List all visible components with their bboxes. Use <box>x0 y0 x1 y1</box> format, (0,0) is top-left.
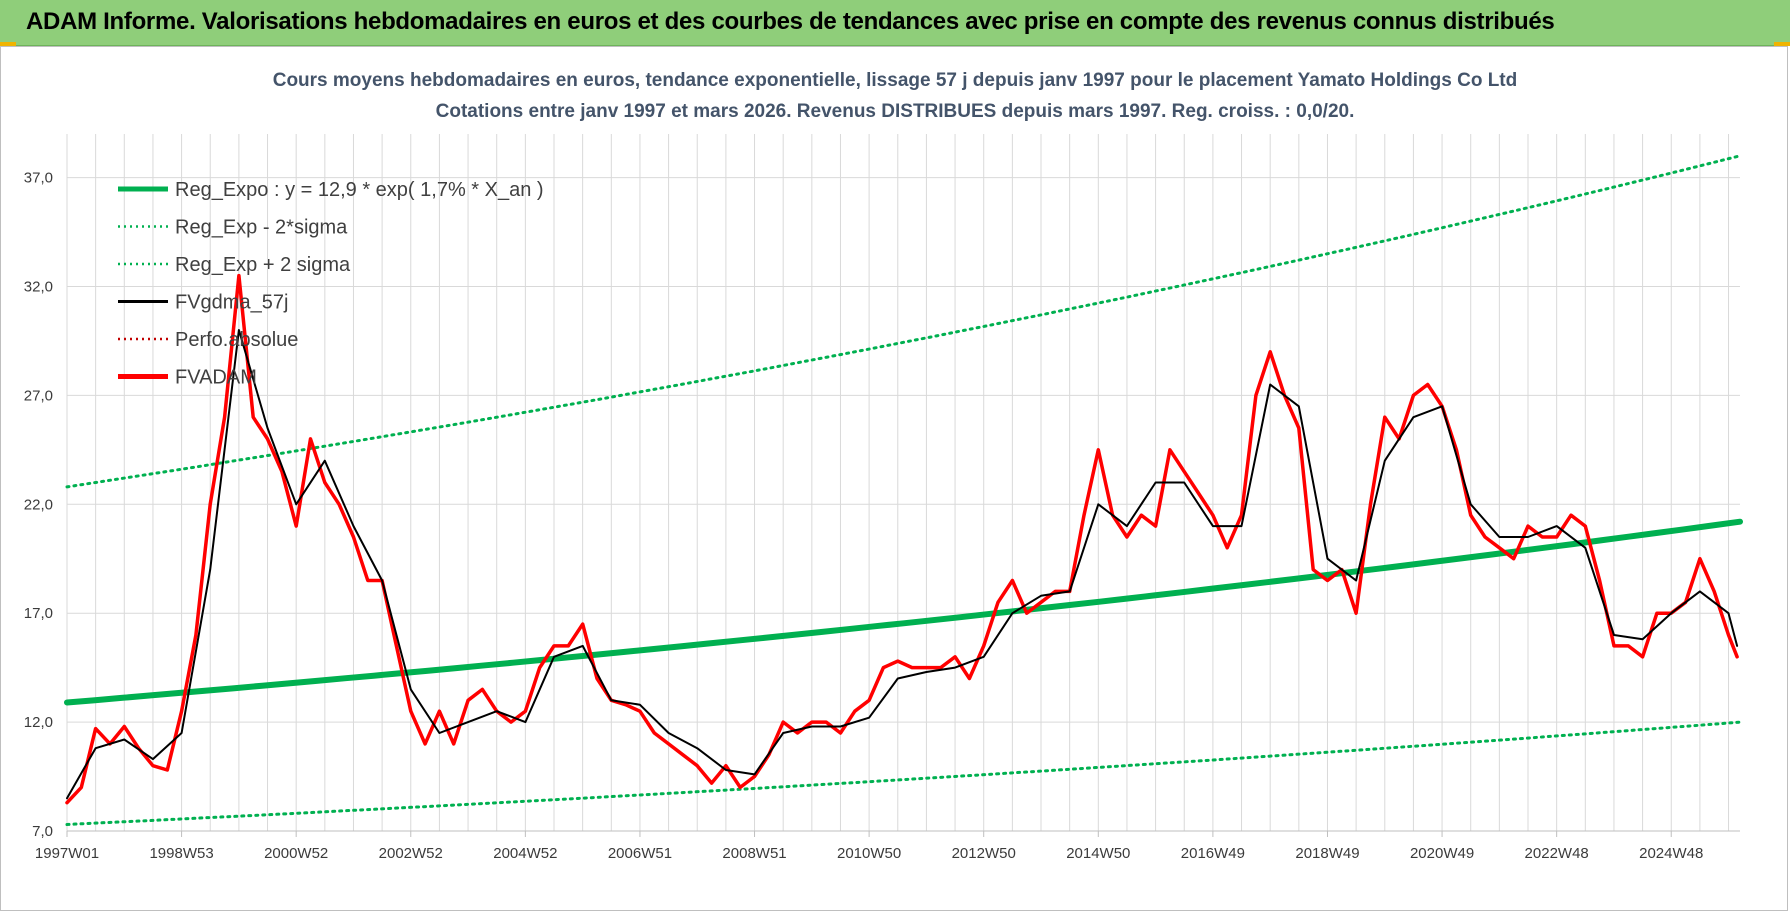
chart-frame <box>0 46 1788 911</box>
series-reg-exp-minus-2sigma <box>65 720 1742 826</box>
y-tick-label: 7,0 <box>32 823 53 840</box>
x-tick-label: 2018W49 <box>1295 845 1359 862</box>
x-tick-label: 2004W52 <box>493 845 557 862</box>
y-tick-label: 22,0 <box>24 496 53 513</box>
report-banner: ADAM Informe. Valorisations hebdomadaire… <box>0 0 1790 46</box>
legend-label: Perfo.absolue <box>175 329 298 351</box>
series-fvgdma-57j <box>66 329 1739 800</box>
legend-label: FVgdma_57j <box>175 292 288 314</box>
y-tick-label: 12,0 <box>24 714 53 731</box>
x-tick-label: 1997W01 <box>35 845 99 862</box>
y-tick-label: 17,0 <box>24 605 53 622</box>
chart-subtitle: Cotations entre janv 1997 et mars 2026. … <box>436 101 1355 122</box>
legend-label: Reg_Expo : y = 12,9 * exp( 1,7% * X_an ) <box>175 179 544 201</box>
chart-area: Cours moyens hebdomadaires en euros, ten… <box>24 70 1743 862</box>
legend-label: Reg_Exp - 2*sigma <box>175 217 348 239</box>
legend-label: FVADAM <box>175 367 257 389</box>
legend-label: Reg_Exp + 2 sigma <box>175 254 351 276</box>
plot-series <box>64 154 1743 826</box>
x-tick-label: 2010W50 <box>837 845 901 862</box>
corner-marker-left <box>0 42 16 46</box>
x-tick-label: 2012W50 <box>952 845 1016 862</box>
y-tick-label: 32,0 <box>24 278 53 295</box>
x-tick-label: 2020W49 <box>1410 845 1474 862</box>
x-tick-label: 2022W48 <box>1525 845 1589 862</box>
x-tick-label: 2014W50 <box>1066 845 1130 862</box>
y-tick-label: 27,0 <box>24 387 53 404</box>
x-tick-label: 2008W51 <box>722 845 786 862</box>
series-fvadam <box>65 273 1739 805</box>
series-reg-expo <box>64 518 1743 706</box>
x-axis: 1997W01 1998W53 2000W52 2002W52 2004W52 2006W… <box>35 830 1740 862</box>
grid-lines <box>66 134 1740 832</box>
y-axis: 7,0 12,0 17,0 22,0 27,0 32,0 37,0 <box>24 170 53 840</box>
y-tick-label: 37,0 <box>24 170 53 187</box>
x-tick-label: 2024W48 <box>1639 845 1703 862</box>
x-tick-label: 2000W52 <box>264 845 328 862</box>
corner-marker-right <box>1774 42 1790 46</box>
legend: Reg_Expo : y = 12,9 * exp( 1,7% * X_an )… <box>118 179 544 389</box>
x-tick-label: 2016W49 <box>1181 845 1245 862</box>
report-title: ADAM Informe. Valorisations hebdomadaire… <box>26 8 1555 35</box>
x-tick-label: 2006W51 <box>608 845 672 862</box>
series-reg-exp-plus-2sigma <box>65 154 1742 489</box>
chart-title: Cours moyens hebdomadaires en euros, ten… <box>273 70 1518 91</box>
x-tick-label: 1998W53 <box>149 845 213 862</box>
x-tick-label: 2002W52 <box>379 845 443 862</box>
